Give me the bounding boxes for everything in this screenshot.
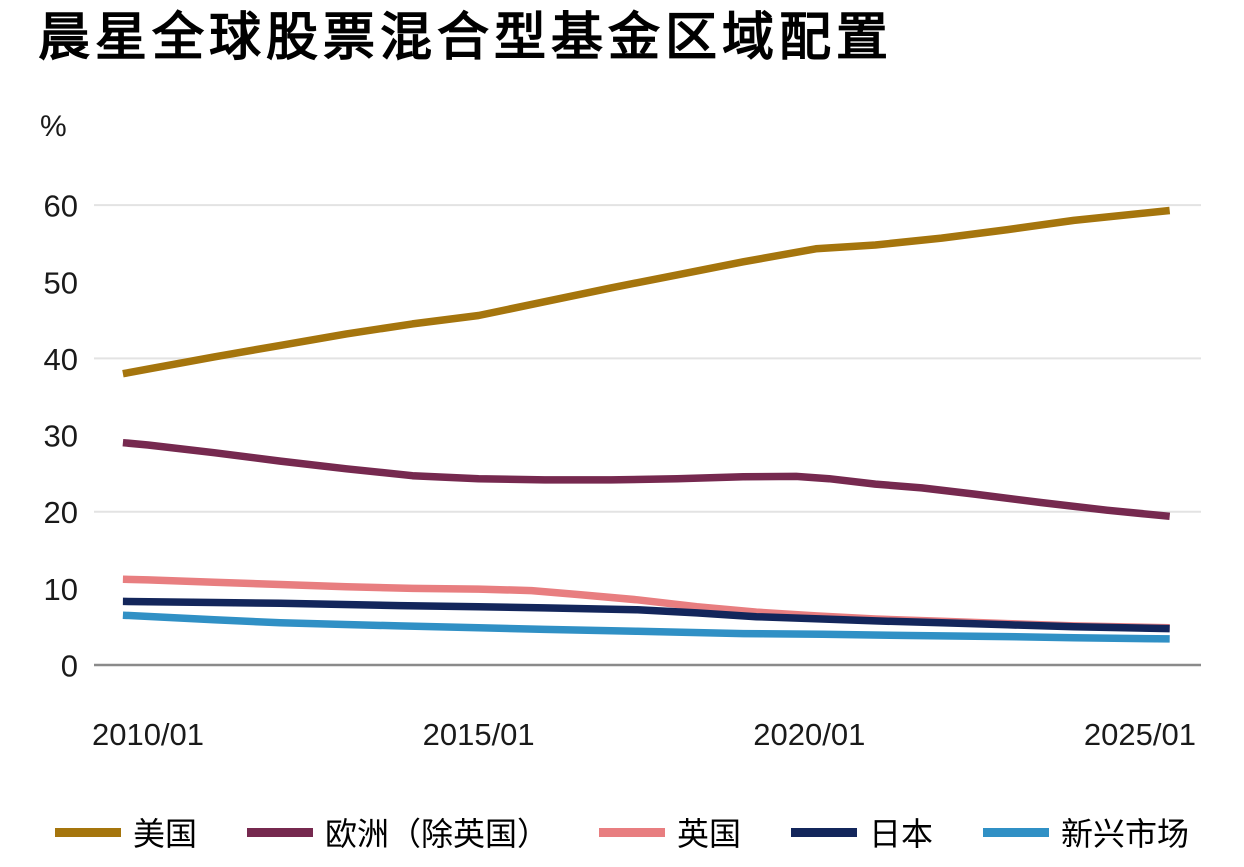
legend-item-4: 新兴市场 — [982, 809, 1189, 855]
y-tick-label-40: 40 — [44, 342, 78, 377]
legend-label: 美国 — [133, 816, 198, 852]
legend-label: 新兴市场 — [1060, 816, 1189, 852]
legend-item-1: 欧洲（除英国） — [246, 809, 549, 855]
legend-swatch-icon — [55, 827, 121, 837]
y-axis-unit-label: % — [40, 110, 67, 143]
legend-label: 日本 — [868, 816, 933, 852]
series-line-3 — [122, 597, 1170, 633]
y-tick-label-50: 50 — [44, 265, 78, 300]
legend-item-3: 日本 — [790, 809, 933, 855]
legend-swatch-icon — [246, 827, 313, 837]
legend-swatch-icon — [982, 827, 1049, 837]
x-tick-label-2025: 2025/01 — [1084, 717, 1196, 752]
legend-swatch-icon — [790, 827, 857, 837]
chart-legend: 美国 欧洲（除英国） 英国 日本 新兴市场 — [55, 806, 1189, 858]
y-tick-label-30: 30 — [44, 419, 78, 454]
y-tick-label-60: 60 — [44, 189, 78, 224]
legend-item-2: 英国 — [598, 809, 741, 855]
legend-swatch-icon — [598, 827, 665, 837]
legend-item-0: 美国 — [55, 809, 197, 855]
chart-plot-area: 60 50 40 30 20 10 0 2010/01 2015/01 2020/01 2025/0… — [44, 189, 1201, 752]
series-line-0 — [122, 206, 1171, 378]
y-tick-label-20: 20 — [44, 495, 78, 530]
x-tick-label-2015: 2015/01 — [423, 717, 535, 752]
chart-title: 晨星全球股票混合型基金区域配置 — [38, 9, 894, 67]
y-tick-label-0: 0 — [61, 649, 78, 684]
series-line-1 — [122, 438, 1171, 521]
series-line-4 — [122, 611, 1170, 643]
legend-label: 欧洲（除英国） — [324, 816, 549, 852]
legend-label: 英国 — [676, 816, 741, 852]
y-tick-label-10: 10 — [44, 572, 78, 607]
x-tick-label-2010: 2010/01 — [92, 717, 204, 752]
x-tick-label-2020: 2020/01 — [753, 717, 865, 752]
